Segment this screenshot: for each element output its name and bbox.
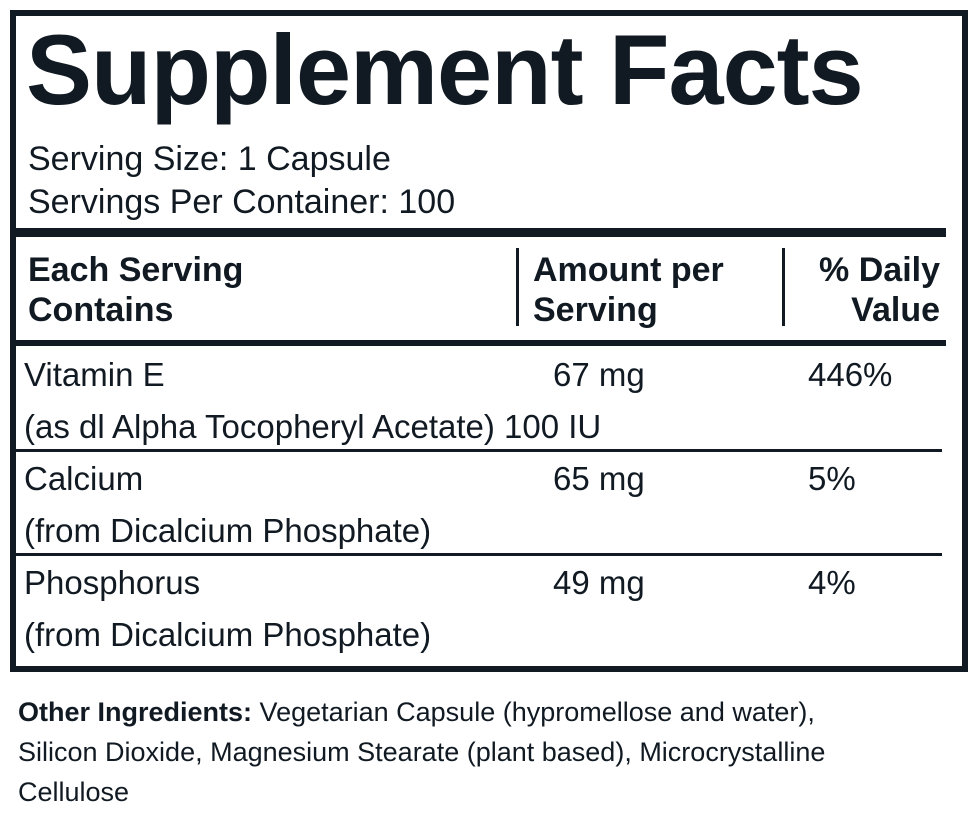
title: Supplement Facts	[26, 14, 864, 125]
amount: 67 mg	[553, 356, 645, 393]
header-cell: Amount per Serving	[533, 251, 724, 329]
column-divider	[782, 248, 785, 326]
nutrient-source: (from Dicalcium Phosphate)	[24, 616, 432, 653]
nutrient-source: (as dl Alpha Tocopheryl Acetate) 100 IU	[24, 408, 602, 445]
other-ingredients-label: Other Ingredients:	[18, 697, 253, 727]
servings-per-container: Servings Per Container: 100	[28, 183, 456, 221]
row-rule	[16, 449, 942, 452]
nutrient-name: Phosphorus	[24, 564, 201, 601]
nutrient-name: Calcium	[24, 460, 144, 497]
amount: 49 mg	[553, 564, 645, 601]
other-ingredients: Other Ingredients: Vegetarian Capsule (h…	[18, 692, 868, 812]
label-frame	[10, 10, 968, 672]
daily-value: 446%	[808, 356, 893, 393]
row-rule	[16, 553, 942, 556]
amount: 65 mg	[553, 460, 645, 497]
column-divider	[516, 248, 519, 326]
nutrient-name: Vitamin E	[24, 356, 165, 393]
daily-value: 4%	[808, 564, 856, 601]
nutrient-source: (from Dicalcium Phosphate)	[24, 512, 432, 549]
serving-size: Serving Size: 1 Capsule	[28, 140, 391, 178]
header-cell: Each Serving Contains	[28, 251, 244, 329]
daily-value: 5%	[808, 460, 856, 497]
thick-rule	[16, 228, 946, 237]
other-ingredients-text: Vegetarian Capsule (hypromellose and wat…	[18, 697, 826, 807]
header-rule	[16, 340, 946, 346]
header-cell: % Daily Value	[819, 251, 940, 329]
